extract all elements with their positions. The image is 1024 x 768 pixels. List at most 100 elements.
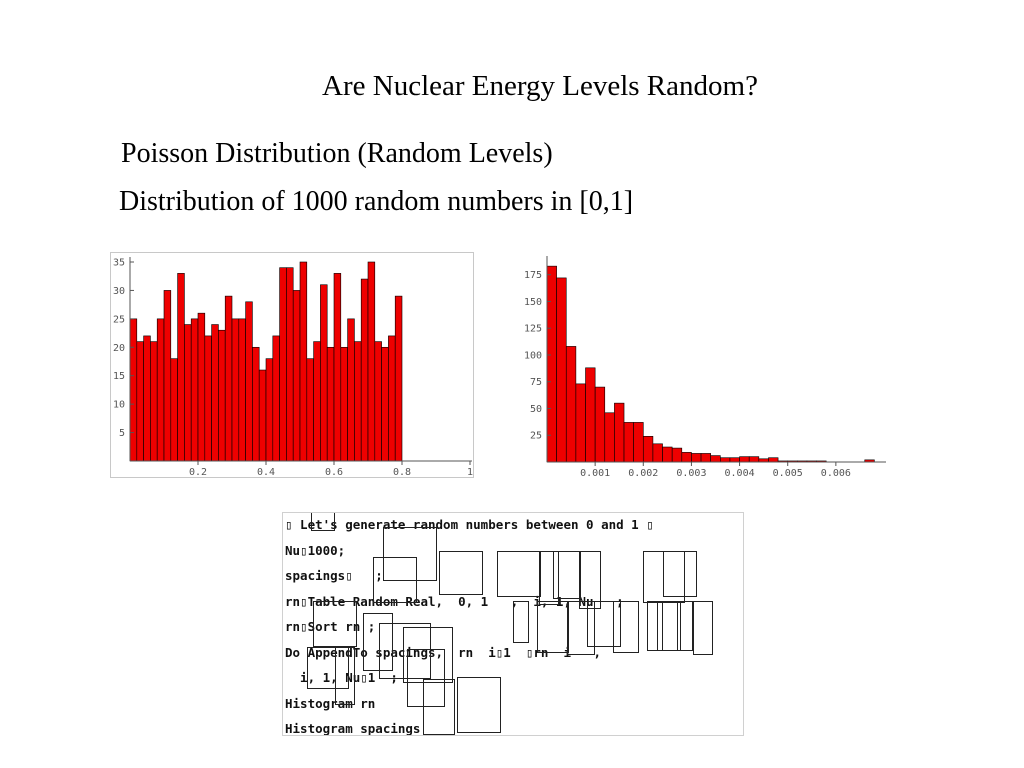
x-tick-label: 0.2 <box>189 467 207 477</box>
bar <box>163 290 172 462</box>
bar <box>729 457 740 463</box>
missing-glyph-box <box>693 601 713 655</box>
missing-glyph-box <box>657 601 681 651</box>
bar <box>720 457 731 463</box>
bar <box>184 324 192 462</box>
y-tick-label: 150 <box>524 297 542 308</box>
missing-glyph-box <box>379 623 431 679</box>
missing-glyph-box <box>553 551 581 599</box>
bar <box>642 436 654 463</box>
y-tick-label: 30 <box>113 286 125 297</box>
bar <box>258 369 267 462</box>
code-line: Histogram spacings <box>285 721 421 736</box>
bar <box>662 446 673 463</box>
x-tick-label: 0.001 <box>580 468 610 478</box>
slide-title: Are Nuclear Energy Levels Random? <box>322 70 758 102</box>
bar <box>388 335 396 462</box>
bar <box>360 278 369 462</box>
slide-subtitle-2: Distribution of 1000 random numbers in [… <box>119 186 634 217</box>
bar <box>320 284 328 462</box>
bar <box>565 346 577 463</box>
spacings-histogram: 25 50 75 100 125 150 175 0.001 0.002 0.003 0.004 0.… <box>512 252 892 479</box>
missing-glyph-box <box>579 551 601 609</box>
missing-glyph-box <box>587 601 621 647</box>
spacings-histogram-svg: 25 50 75 100 125 150 175 0.001 0.002 0.003 0.004 0.… <box>524 256 886 479</box>
bar <box>170 358 178 462</box>
code-line: Histogram rn <box>285 695 376 711</box>
bar <box>354 341 362 462</box>
missing-glyph-box <box>307 647 349 689</box>
missing-glyph-box <box>403 627 453 683</box>
missing-glyph-box <box>539 551 559 605</box>
bar <box>306 358 314 462</box>
missing-glyph-box <box>613 601 639 653</box>
bar <box>604 412 615 463</box>
bar <box>623 422 634 463</box>
y-tick-label: 25 <box>530 431 542 442</box>
missing-glyph-box <box>313 601 357 647</box>
bar <box>748 456 760 463</box>
x-tick-label: 0.8 <box>393 467 411 477</box>
bar <box>177 273 185 462</box>
code-line: i, 1, Nu▯1 ; <box>285 670 398 685</box>
code-panel: ▯ Let's generate random numbers between … <box>282 512 744 736</box>
y-tick-label: 100 <box>524 350 542 361</box>
x-tick-label: 0.005 <box>773 468 803 478</box>
bar <box>614 402 625 463</box>
bar <box>245 301 253 462</box>
bar <box>367 261 376 462</box>
bar <box>218 329 226 462</box>
bar <box>575 383 586 463</box>
bar <box>700 453 711 463</box>
code-line: ▯ Let's generate random numbers between … <box>285 517 654 532</box>
bar <box>585 367 596 463</box>
bar <box>340 346 348 462</box>
x-tick-label: 1 <box>467 467 473 477</box>
x-tick-label: 0.006 <box>821 468 851 478</box>
bar <box>299 261 308 462</box>
bar <box>333 273 342 462</box>
bar <box>150 341 158 462</box>
y-tick-label: 25 <box>113 314 125 325</box>
bar <box>286 267 294 462</box>
uniform-histogram-svg: 5 10 15 20 25 30 35 0.2 0.4 0.6 0.8 1 <box>113 257 473 478</box>
y-tick-label: 50 <box>530 404 542 415</box>
bar <box>739 456 750 463</box>
y-tick-label: 5 <box>119 428 125 439</box>
code-line: Do AppendTo spacings, rn i▯1 ▯rn i , <box>285 644 602 660</box>
missing-glyph-box <box>513 601 529 643</box>
x-tick-label: 0.002 <box>628 468 658 478</box>
bar <box>374 341 382 462</box>
x-tick-label: 0.4 <box>257 467 275 477</box>
bar <box>546 265 557 463</box>
bar <box>231 318 240 462</box>
bar <box>136 341 144 462</box>
missing-glyph-box <box>567 601 595 655</box>
missing-glyph-box <box>647 601 663 651</box>
missing-glyph-box <box>457 677 501 733</box>
bar <box>556 277 567 463</box>
y-tick-label: 125 <box>524 324 542 335</box>
missing-glyph-box <box>423 679 455 735</box>
missing-glyph-box <box>497 551 541 597</box>
x-tick-label: 0.003 <box>676 468 706 478</box>
y-tick-label: 10 <box>113 400 125 411</box>
missing-glyph-box <box>537 601 569 653</box>
bar <box>224 295 233 462</box>
bar <box>292 290 301 462</box>
bar <box>265 358 274 462</box>
bar <box>326 346 335 462</box>
bar <box>710 455 721 463</box>
bar <box>143 335 151 462</box>
bar <box>129 318 138 462</box>
missing-glyph-box <box>677 601 693 651</box>
bar <box>768 457 779 463</box>
bar <box>272 335 280 462</box>
bar <box>347 318 355 462</box>
bar <box>652 443 663 463</box>
y-tick-label: 20 <box>113 343 125 354</box>
bar <box>594 386 606 463</box>
bar <box>197 312 206 462</box>
y-tick-label: 175 <box>524 270 542 281</box>
bar <box>252 346 260 462</box>
